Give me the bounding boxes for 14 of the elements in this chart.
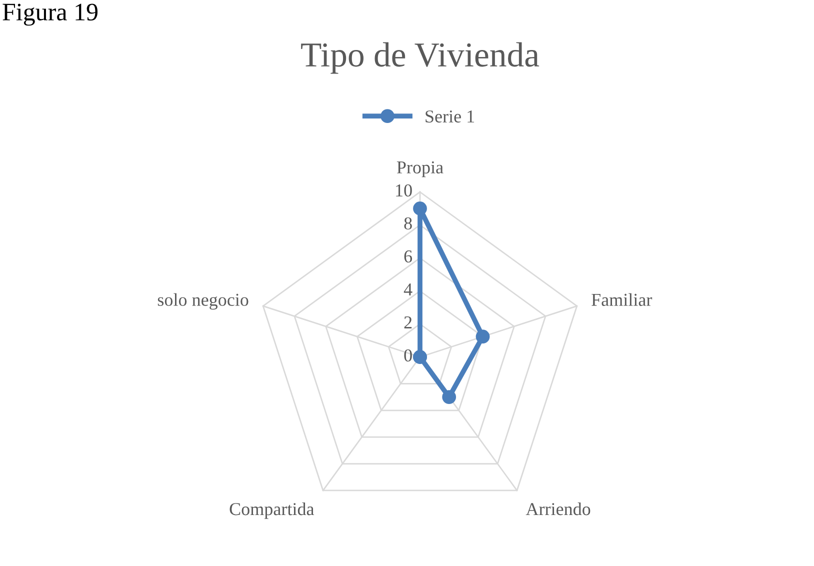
y-tick-label: 4 [404,283,412,296]
text: Figura 19 [2,4,98,26]
spoke-label: Arriendo [526,502,590,516]
spoke-label: Propia [396,161,444,178]
spoke-label: Familiar [592,293,652,306]
y-tick-label: 10 [396,184,412,197]
spoke-label: solo negocio [158,293,248,310]
chart-title: Tipo de Vivienda [301,42,540,74]
y-tick-label: 2 [404,316,412,328]
y-tick-label: 6 [404,250,412,263]
legend-label: Serie 1 [426,110,474,123]
spoke-label: Compartida [230,502,314,519]
y-tick-label: 8 [404,217,412,230]
y-tick-label: 0 [404,349,412,362]
